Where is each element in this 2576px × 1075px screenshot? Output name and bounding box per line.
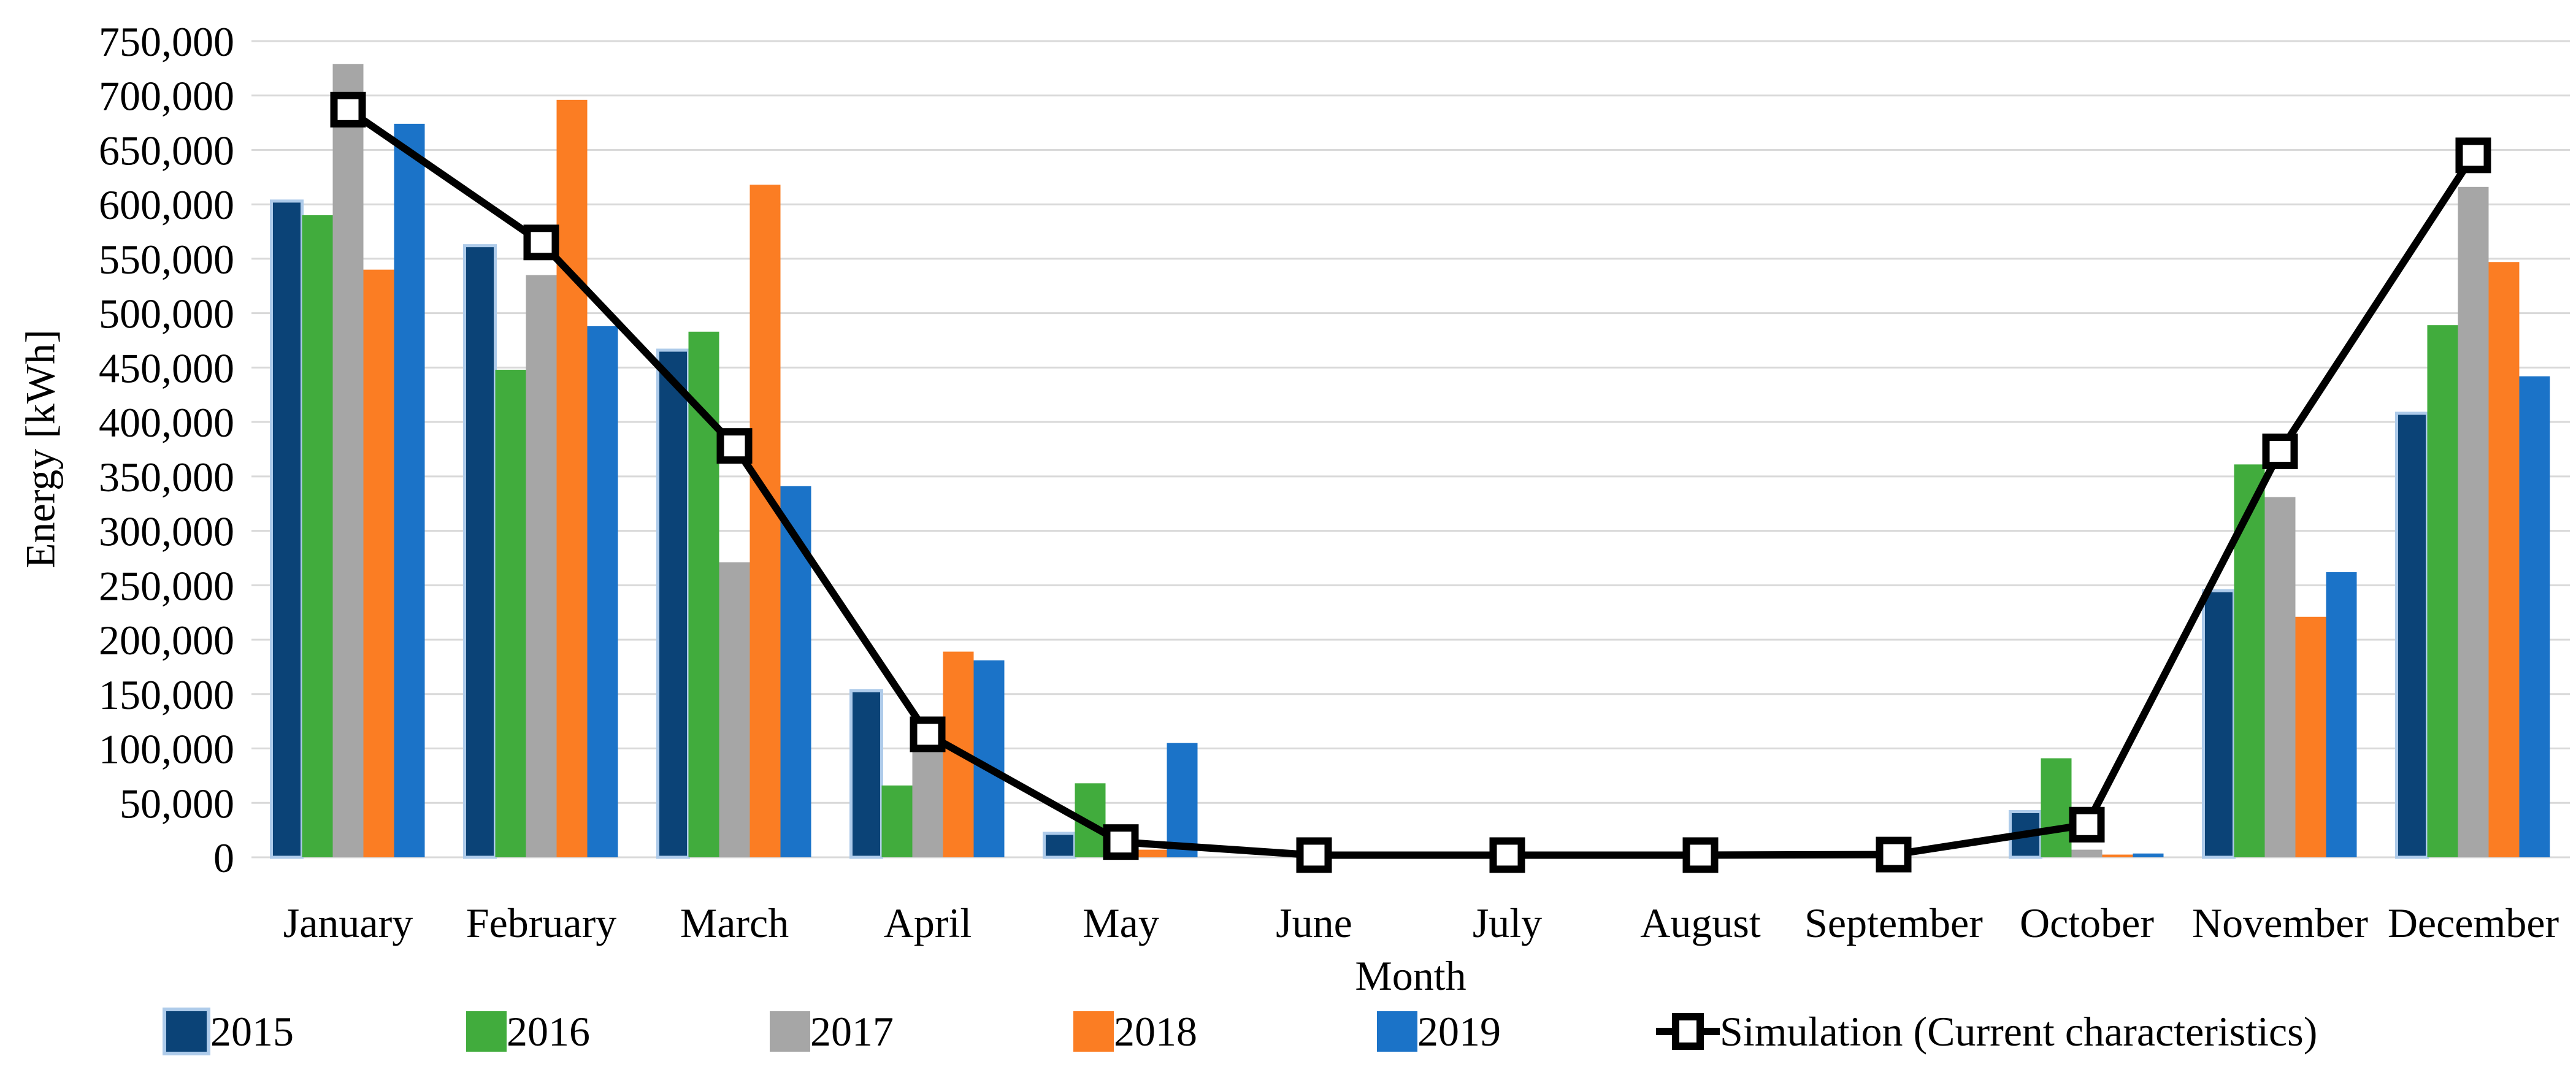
bar-2015-May bbox=[1043, 832, 1076, 859]
x-tick-label-October: October bbox=[2020, 900, 2154, 946]
y-tick-label: 50,000 bbox=[120, 780, 234, 827]
simulation-marker-May bbox=[1103, 824, 1139, 860]
y-axis-title: Energy [kWh] bbox=[17, 329, 64, 569]
legend-item-2018: 2018 bbox=[1073, 1001, 1197, 1062]
bar-2016-April bbox=[881, 785, 913, 857]
bar-2015-November bbox=[2202, 589, 2236, 859]
bar-2018-November bbox=[2295, 616, 2326, 857]
legend-sim-marker bbox=[1672, 1013, 1704, 1050]
x-tick-label-February: February bbox=[466, 900, 616, 946]
y-tick-label: 700,000 bbox=[99, 73, 234, 120]
x-tick-label-April: April bbox=[884, 900, 972, 946]
bar-2019-October bbox=[2133, 853, 2164, 857]
legend-item-2015: 2015 bbox=[163, 1001, 294, 1062]
legend-swatch-2018 bbox=[1073, 1011, 1114, 1052]
simulation-marker-November bbox=[2262, 434, 2298, 470]
x-tick-label-June: June bbox=[1276, 900, 1352, 946]
y-tick-label: 150,000 bbox=[99, 671, 234, 718]
bar-2018-January bbox=[363, 269, 394, 857]
simulation-marker-April bbox=[910, 716, 946, 752]
legend-label-2018: 2018 bbox=[1114, 1008, 1197, 1055]
bar-2019-May bbox=[1167, 743, 1198, 857]
bar-2019-November bbox=[2326, 572, 2357, 857]
simulation-marker-October bbox=[2069, 806, 2105, 843]
bar-2018-May bbox=[1136, 849, 1167, 857]
x-tick-label-July: July bbox=[1473, 900, 1542, 946]
bar-2018-March bbox=[749, 185, 781, 858]
simulation-marker-February bbox=[523, 224, 559, 261]
y-tick-label: 550,000 bbox=[99, 236, 234, 283]
y-tick-label: 100,000 bbox=[99, 726, 234, 773]
legend-label-2019: 2019 bbox=[1417, 1008, 1501, 1055]
legend-item-2019: 2019 bbox=[1377, 1001, 1501, 1062]
y-tick-label: 250,000 bbox=[99, 562, 234, 609]
bar-2015-December bbox=[2395, 411, 2429, 859]
x-tick-label-November: November bbox=[2192, 900, 2368, 946]
y-tick-label: 400,000 bbox=[99, 399, 234, 446]
bar-2015-March bbox=[656, 348, 690, 859]
x-tick-label-September: September bbox=[1804, 900, 1983, 946]
bar-2017-December bbox=[2458, 186, 2489, 858]
simulation-marker-September bbox=[1876, 836, 1912, 873]
y-tick-label: 0 bbox=[213, 835, 234, 881]
x-axis-title: Month bbox=[1355, 952, 1466, 999]
simulation-marker-March bbox=[716, 428, 753, 464]
legend-swatch-2019 bbox=[1377, 1011, 1417, 1052]
bar-2018-February bbox=[556, 99, 588, 857]
legend-line-marker-icon bbox=[1656, 1002, 1720, 1061]
bar-2017-April bbox=[912, 751, 943, 857]
simulation-marker-June bbox=[1296, 837, 1332, 873]
bar-2016-January bbox=[302, 215, 333, 857]
y-tick-label: 350,000 bbox=[99, 454, 234, 500]
simulation-marker-August bbox=[1682, 837, 1719, 873]
bar-2018-October bbox=[2102, 854, 2133, 857]
bar-2019-December bbox=[2519, 376, 2550, 857]
bar-2019-February bbox=[587, 326, 618, 857]
legend-swatch-2017 bbox=[770, 1011, 810, 1052]
bar-2016-December bbox=[2427, 325, 2458, 857]
y-tick-label: 200,000 bbox=[99, 617, 234, 664]
chart-legend: 2015 2016 2017 2018 2019 Simulation (Current … bbox=[0, 1001, 2576, 1062]
y-tick-label: 750,000 bbox=[99, 18, 234, 65]
y-tick-label: 500,000 bbox=[99, 291, 234, 337]
legend-label-2017: 2017 bbox=[810, 1008, 894, 1055]
bar-2015-January bbox=[270, 199, 304, 859]
legend-swatch-2015 bbox=[163, 1008, 210, 1055]
bar-2017-March bbox=[719, 562, 750, 857]
legend-label-2015: 2015 bbox=[210, 1008, 294, 1055]
bar-2017-October bbox=[2071, 849, 2103, 857]
x-tick-label-January: January bbox=[283, 900, 413, 946]
legend-item-2017: 2017 bbox=[770, 1001, 894, 1062]
legend-label-simulation: Simulation (Current characteristics) bbox=[1720, 1008, 2318, 1055]
y-tick-label: 450,000 bbox=[99, 345, 234, 391]
bar-2019-January bbox=[394, 123, 425, 858]
bar-2017-January bbox=[332, 64, 364, 858]
x-tick-label-March: March bbox=[680, 900, 789, 946]
legend-label-2016: 2016 bbox=[507, 1008, 590, 1055]
x-tick-label-May: May bbox=[1083, 900, 1159, 946]
simulation-marker-January bbox=[330, 91, 366, 128]
legend-swatch-2016 bbox=[466, 1011, 507, 1052]
bar-2016-February bbox=[495, 369, 526, 857]
bar-2015-April bbox=[849, 689, 883, 859]
bar-2015-February bbox=[463, 244, 497, 859]
simulation-marker-December bbox=[2455, 137, 2491, 174]
y-tick-label: 600,000 bbox=[99, 182, 234, 228]
bar-2018-December bbox=[2488, 262, 2520, 857]
bar-2016-October bbox=[2041, 758, 2072, 857]
x-tick-label-December: December bbox=[2388, 900, 2559, 946]
simulation-line bbox=[346, 106, 2477, 859]
legend-item-simulation: Simulation (Current characteristics) bbox=[1656, 1001, 2317, 1062]
x-tick-label-August: August bbox=[1640, 900, 1761, 946]
bar-2017-November bbox=[2264, 497, 2296, 857]
y-tick-label: 300,000 bbox=[99, 508, 234, 555]
y-tick-label: 650,000 bbox=[99, 127, 234, 174]
simulation-marker-July bbox=[1489, 837, 1525, 873]
bar-2017-February bbox=[526, 275, 557, 857]
legend-item-2016: 2016 bbox=[466, 1001, 590, 1062]
